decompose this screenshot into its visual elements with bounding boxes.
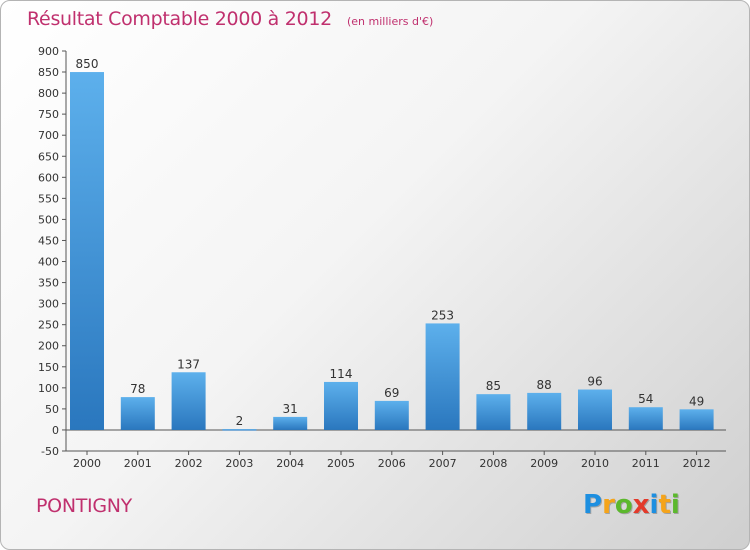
y-tick-label: 650: [38, 150, 59, 163]
logo-letter: r: [602, 490, 615, 520]
bar: [628, 407, 663, 430]
data-label: 2: [236, 414, 244, 428]
x-axis: 2000 2001 2002 2003 2004 2005 2006 2007 2008 2009…: [66, 429, 726, 470]
bar: [374, 400, 409, 430]
data-label: 850: [76, 57, 99, 71]
x-tick-label: 2006: [378, 457, 406, 470]
y-tick-label: 550: [38, 192, 59, 205]
logo-letter: i: [670, 490, 680, 520]
chart-title-block: Résultat Comptable 2000 à 2012 (en milli…: [27, 8, 433, 30]
bar: [324, 381, 358, 430]
y-tick-label: 400: [38, 256, 59, 269]
bar: [679, 409, 714, 430]
bar: [222, 429, 257, 431]
x-tick-label: 2009: [530, 457, 558, 470]
proxiti-logo[interactable]: Proxiti: [583, 490, 680, 520]
logo-letter: x: [632, 490, 650, 520]
data-label: 78: [130, 382, 145, 396]
x-tick-label: 2005: [327, 457, 355, 470]
x-tick-label: 2012: [683, 457, 711, 470]
data-label: 49: [689, 394, 704, 408]
y-tick-label: 250: [38, 319, 59, 332]
data-label: 88: [537, 378, 552, 392]
bars: [70, 72, 714, 431]
logo-letter: P: [583, 490, 603, 520]
x-tick-label: 2007: [429, 457, 457, 470]
y-tick-label: 600: [38, 171, 59, 184]
x-tick-label: 2003: [225, 457, 253, 470]
y-tick-label: 450: [38, 234, 59, 247]
data-label: 54: [638, 392, 653, 406]
logo-letter: o: [614, 490, 633, 520]
chart-unit-note: (en milliers d'€): [346, 15, 434, 28]
x-tick-label: 2004: [276, 457, 304, 470]
bar: [273, 416, 308, 430]
data-label: 114: [330, 367, 353, 381]
y-tick-label: 500: [38, 213, 59, 226]
y-tick-label: 0: [52, 424, 59, 437]
x-tick-label: 2000: [73, 457, 101, 470]
data-label: 96: [587, 375, 602, 389]
x-tick-label: 2002: [175, 457, 203, 470]
data-label: 253: [431, 308, 454, 322]
y-tick-label: 800: [38, 87, 59, 100]
logo-letter: t: [658, 490, 671, 520]
y-tick-label: 850: [38, 66, 59, 79]
y-tick-label: 700: [38, 129, 59, 142]
y-tick-label: 200: [38, 340, 59, 353]
data-label: 69: [384, 386, 399, 400]
y-axis: -50 0 50 100 150 200 250 300 350 400 450 500 550 600 6…: [38, 45, 67, 458]
y-tick-label: 300: [38, 298, 59, 311]
bar: [476, 394, 511, 430]
bar: [578, 389, 612, 430]
data-label: 137: [177, 357, 200, 371]
y-tick-label: 750: [38, 108, 59, 121]
y-tick-label: -50: [41, 445, 59, 458]
x-tick-label: 2008: [479, 457, 507, 470]
x-tick-label: 2011: [632, 457, 660, 470]
y-tick-label: 50: [45, 403, 59, 416]
bar: [120, 397, 155, 430]
x-tick-label: 2001: [124, 457, 152, 470]
logo-letter: i: [649, 490, 659, 520]
location-name: PONTIGNY: [36, 495, 132, 517]
data-label: 85: [486, 379, 501, 393]
bar: [171, 372, 206, 430]
data-label: 31: [283, 402, 298, 416]
bar: [425, 323, 460, 430]
data-labels: 850 78 137 2 31 114 69 253 85 88 96 54 49: [76, 57, 705, 428]
y-tick-label: 100: [38, 382, 59, 395]
y-tick-label: 900: [38, 45, 59, 58]
x-tick-label: 2010: [581, 457, 609, 470]
bar: [527, 392, 562, 430]
y-tick-label: 350: [38, 277, 59, 290]
y-tick-label: 150: [38, 361, 59, 374]
chart-title: Résultat Comptable 2000 à 2012: [27, 8, 332, 30]
bar: [70, 72, 104, 430]
